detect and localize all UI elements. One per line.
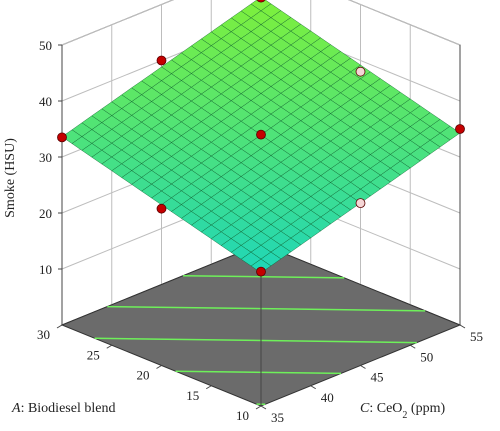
- y-axis-label-prefix: C: [360, 401, 370, 416]
- y-axis-title: C: CeO2 (ppm): [360, 401, 445, 421]
- design-point-7: [355, 198, 366, 209]
- y-tick-mark: [360, 365, 366, 369]
- y-tick-mark: [459, 324, 466, 329]
- y-tick-mark: [310, 385, 317, 390]
- x-tick-label: 25: [87, 347, 100, 362]
- y-axis-label-sub: 2: [402, 410, 407, 421]
- z-tick-label: 50: [39, 38, 52, 53]
- y-tick-label: 35: [271, 410, 284, 425]
- design-point-4: [256, 129, 266, 140]
- contour-line: [175, 370, 342, 375]
- y-tick-label: 45: [371, 370, 384, 385]
- y-axis-label-rest: : CeO: [369, 401, 402, 416]
- z-tick-label: 20: [39, 206, 52, 221]
- z-axis-title: Smoke (HSU): [3, 138, 18, 218]
- contour-line: [183, 274, 345, 279]
- design-point-5: [156, 55, 167, 66]
- x-axis-title: A: Biodiesel blend: [11, 401, 115, 416]
- response-surface: [61, 0, 461, 274]
- design-points: [57, 0, 465, 277]
- y-tick-label: 55: [470, 329, 483, 344]
- x-axis-label-prefix: A: [11, 401, 21, 416]
- design-point-3: [256, 266, 266, 277]
- z-tick-label: 40: [39, 94, 52, 109]
- y-tick-mark: [260, 405, 267, 410]
- x-tick-mark: [156, 365, 162, 369]
- design-point-1: [256, 0, 266, 3]
- x-tick-label: 30: [37, 327, 50, 342]
- design-point-2: [455, 124, 465, 134]
- y-tick-mark: [409, 344, 416, 349]
- design-point-8: [355, 66, 366, 77]
- z-axis-label: Smoke (HSU): [3, 138, 18, 218]
- contour-line: [94, 337, 417, 344]
- axis-ticks: 10 20 30 40 50 30 25 20 15 10 35 40 45 50 55: [37, 38, 483, 425]
- x-tick-mark: [56, 324, 63, 329]
- design-point-6: [156, 203, 167, 214]
- y-tick-label: 50: [420, 349, 433, 364]
- design-point-0: [57, 132, 67, 143]
- y-tick-label: 40: [321, 390, 334, 405]
- y-axis-label-unit: (ppm): [407, 401, 445, 416]
- z-tick-label: 30: [39, 150, 52, 165]
- z-tick-label: 10: [39, 262, 52, 277]
- x-tick-mark: [106, 344, 113, 349]
- contour-line: [107, 305, 426, 312]
- x-tick-label: 10: [236, 408, 249, 423]
- x-axis-label-rest: : Biodiesel blend: [21, 401, 116, 416]
- x-tick-label: 15: [186, 388, 199, 403]
- x-tick-mark: [205, 385, 212, 390]
- wall-gridline: [61, 0, 461, 46]
- x-tick-label: 20: [137, 368, 150, 383]
- x-tick-mark: [255, 405, 262, 410]
